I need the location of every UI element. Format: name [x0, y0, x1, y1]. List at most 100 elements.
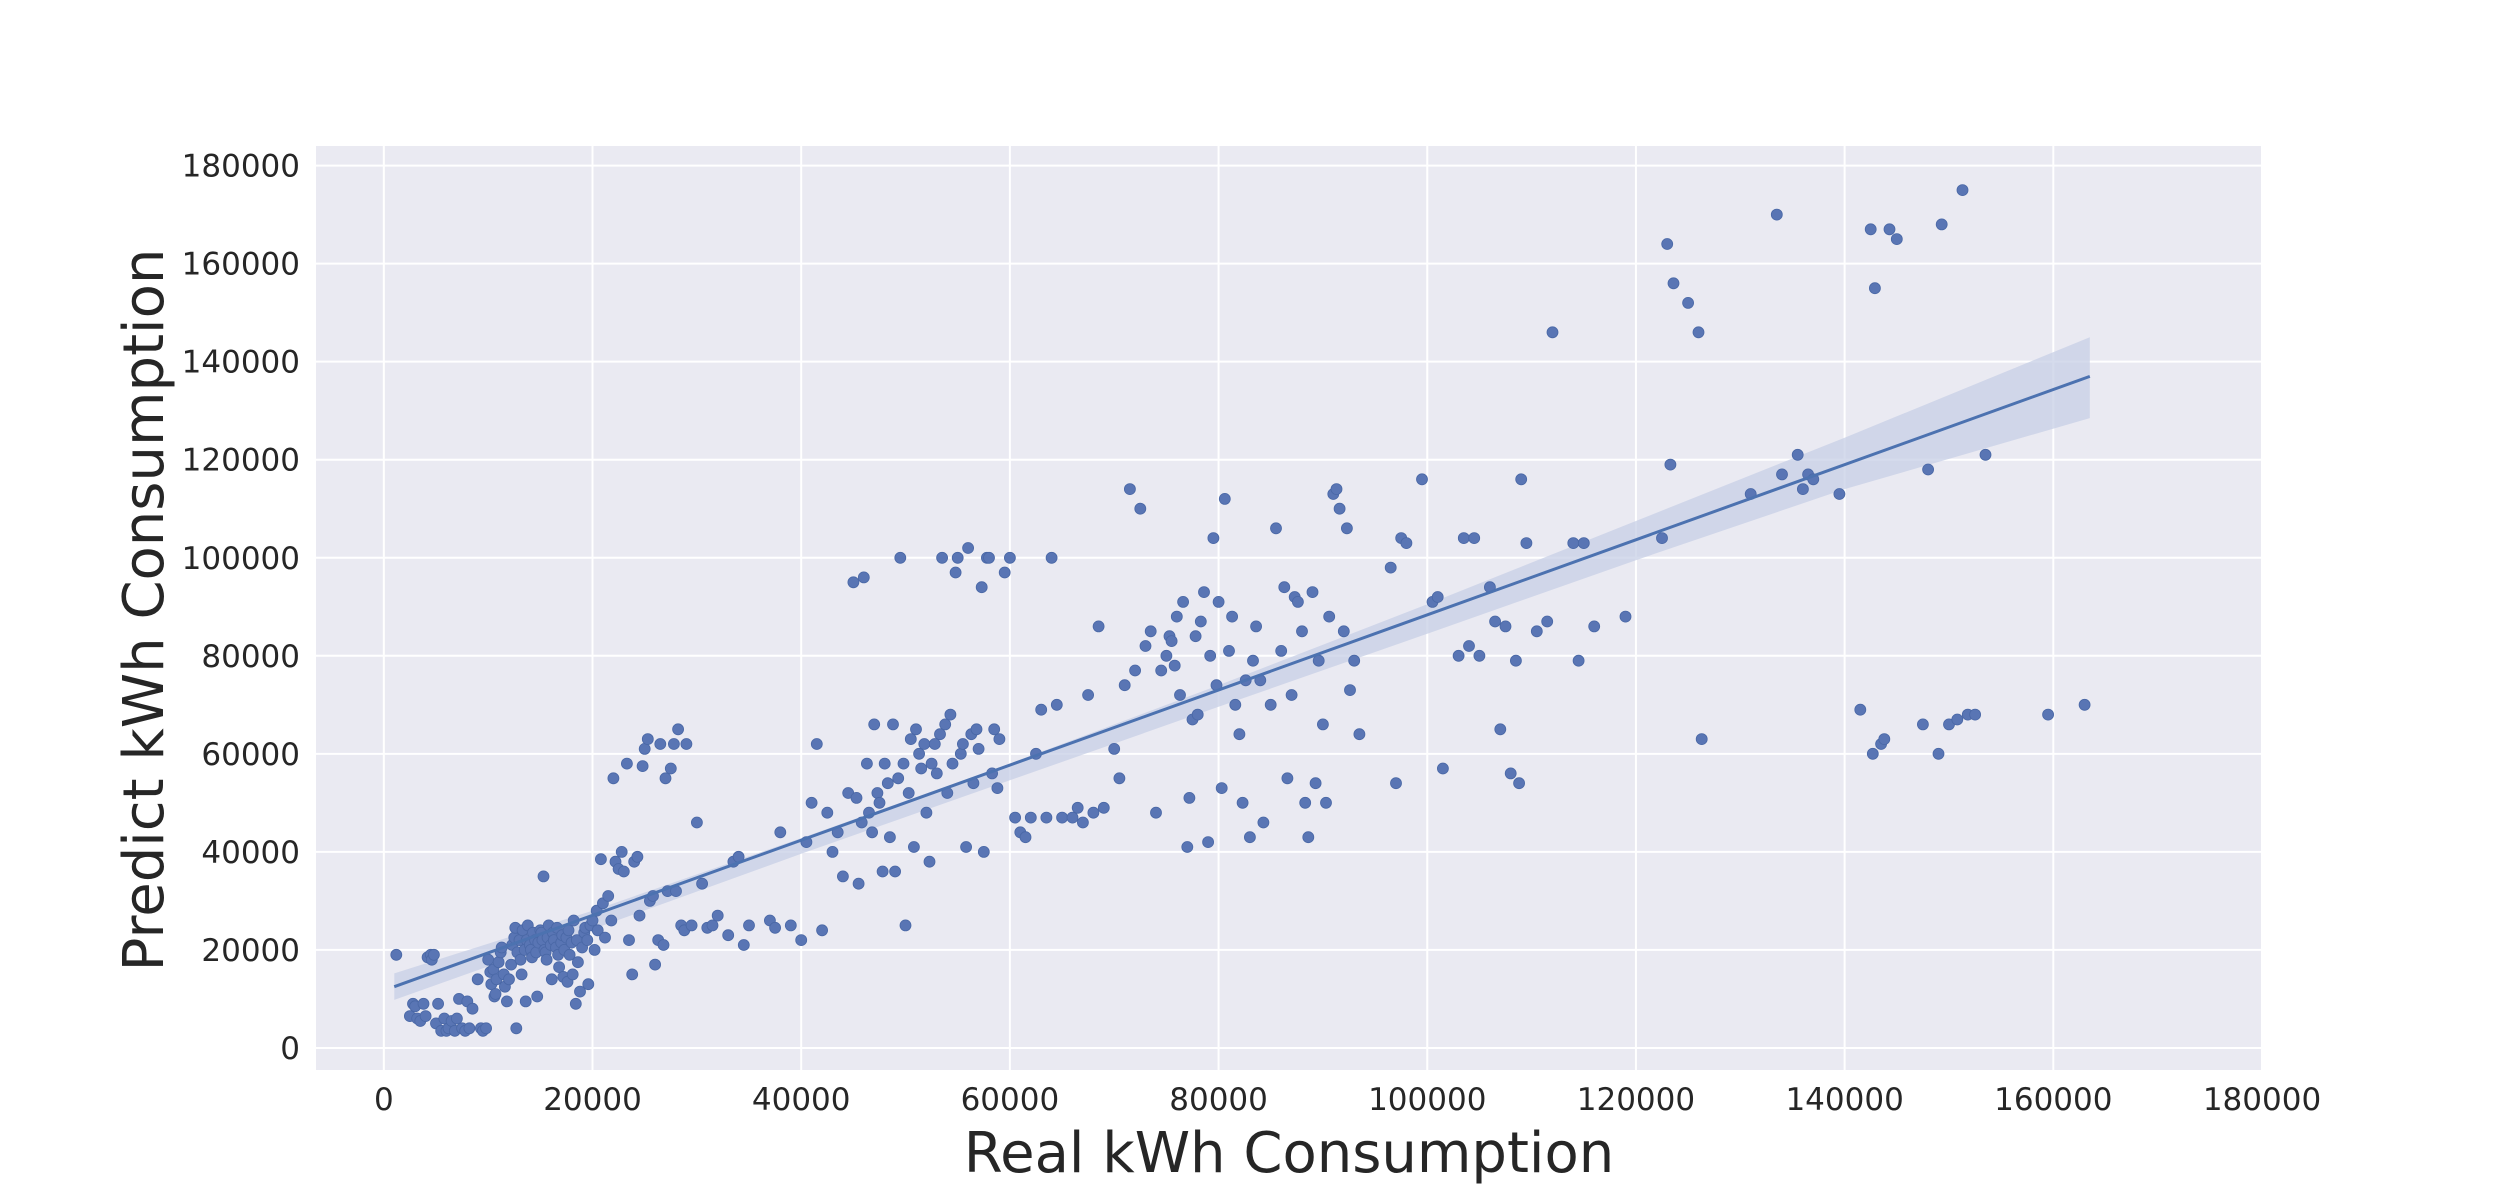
data-point — [482, 953, 495, 966]
data-point — [654, 738, 667, 750]
data-point — [1236, 796, 1249, 809]
data-point — [641, 733, 654, 745]
data-point — [615, 846, 628, 858]
data-point — [1869, 282, 1881, 295]
data-point — [588, 944, 601, 956]
data-point — [1776, 468, 1788, 481]
data-point — [1155, 664, 1168, 677]
data-point — [1139, 640, 1152, 652]
data-point — [983, 551, 995, 564]
data-point — [1353, 728, 1366, 741]
data-point — [450, 1012, 463, 1025]
data-point — [1087, 806, 1100, 819]
data-point — [540, 953, 553, 966]
data-point — [680, 738, 693, 750]
data-point — [1390, 777, 1402, 790]
data-point — [1071, 801, 1084, 814]
data-point — [432, 997, 445, 1010]
data-point — [722, 929, 735, 942]
data-point — [1457, 532, 1470, 544]
data-point — [972, 743, 985, 755]
data-point — [913, 747, 925, 760]
data-point — [668, 738, 680, 750]
data-point — [1833, 488, 1846, 500]
data-point — [1229, 698, 1242, 711]
data-point — [1494, 723, 1507, 736]
data-point — [810, 738, 823, 750]
y-tick-label: 0 — [280, 1031, 300, 1067]
data-point — [1144, 625, 1157, 638]
x-tick-label: 0 — [374, 1082, 394, 1118]
data-point — [1233, 728, 1246, 741]
data-point — [417, 997, 430, 1010]
data-point — [1108, 743, 1121, 755]
data-point — [1667, 277, 1680, 290]
data-point — [1504, 767, 1517, 780]
x-tick-label: 120000 — [1577, 1082, 1695, 1118]
data-point — [826, 846, 839, 858]
data-point — [928, 738, 941, 750]
data-point — [1129, 664, 1141, 677]
data-point — [696, 877, 708, 890]
data-point — [1344, 684, 1356, 696]
data-point — [1520, 537, 1533, 549]
data-point — [514, 953, 527, 966]
data-point — [691, 816, 703, 829]
data-point — [1337, 625, 1350, 638]
data-point — [1250, 620, 1262, 633]
y-tick-label: 120000 — [182, 443, 300, 479]
data-point — [1177, 596, 1189, 608]
regression-line-group — [393, 374, 2091, 989]
data-point — [1932, 747, 1945, 760]
data-point — [1082, 689, 1094, 701]
data-point — [1515, 473, 1528, 486]
data-point — [1588, 620, 1601, 633]
data-point — [1317, 718, 1329, 731]
data-point — [795, 934, 808, 946]
x-tick-label: 100000 — [1368, 1082, 1486, 1118]
data-point — [1463, 640, 1475, 652]
data-point — [930, 767, 943, 780]
data-point — [1035, 703, 1048, 716]
data-point — [1218, 492, 1231, 505]
data-point — [1024, 811, 1037, 824]
data-point — [1956, 184, 1969, 197]
data-point — [897, 757, 910, 770]
data-point — [934, 728, 946, 741]
data-point — [1917, 718, 1929, 731]
data-point — [1113, 772, 1126, 785]
data-point — [970, 723, 983, 736]
data-point — [463, 1022, 476, 1035]
data-point — [1513, 777, 1525, 790]
data-point — [1292, 596, 1304, 608]
y-tick-label: 160000 — [182, 247, 300, 283]
data-point — [510, 1022, 523, 1035]
data-point — [902, 787, 915, 799]
data-point — [1296, 625, 1308, 638]
data-point — [581, 934, 594, 946]
data-point — [582, 978, 595, 991]
x-tick-label: 80000 — [1169, 1082, 1268, 1118]
data-point — [876, 865, 889, 878]
data-point — [471, 973, 484, 986]
data-point — [743, 919, 755, 932]
data-point — [850, 792, 863, 804]
data-point — [908, 841, 920, 853]
data-point — [1330, 483, 1343, 496]
data-point — [626, 968, 639, 981]
data-point — [1664, 458, 1677, 471]
data-point — [889, 865, 901, 878]
data-point — [1452, 649, 1465, 662]
data-point — [500, 995, 513, 1008]
data-point — [1922, 463, 1934, 476]
data-point — [531, 990, 544, 1003]
data-point — [1270, 522, 1282, 535]
data-point — [664, 762, 677, 775]
data-point — [1170, 610, 1183, 623]
data-point — [1306, 586, 1319, 598]
data-point — [1348, 654, 1361, 667]
data-point — [936, 551, 948, 564]
data-point — [1546, 326, 1559, 339]
data-point — [572, 956, 584, 969]
